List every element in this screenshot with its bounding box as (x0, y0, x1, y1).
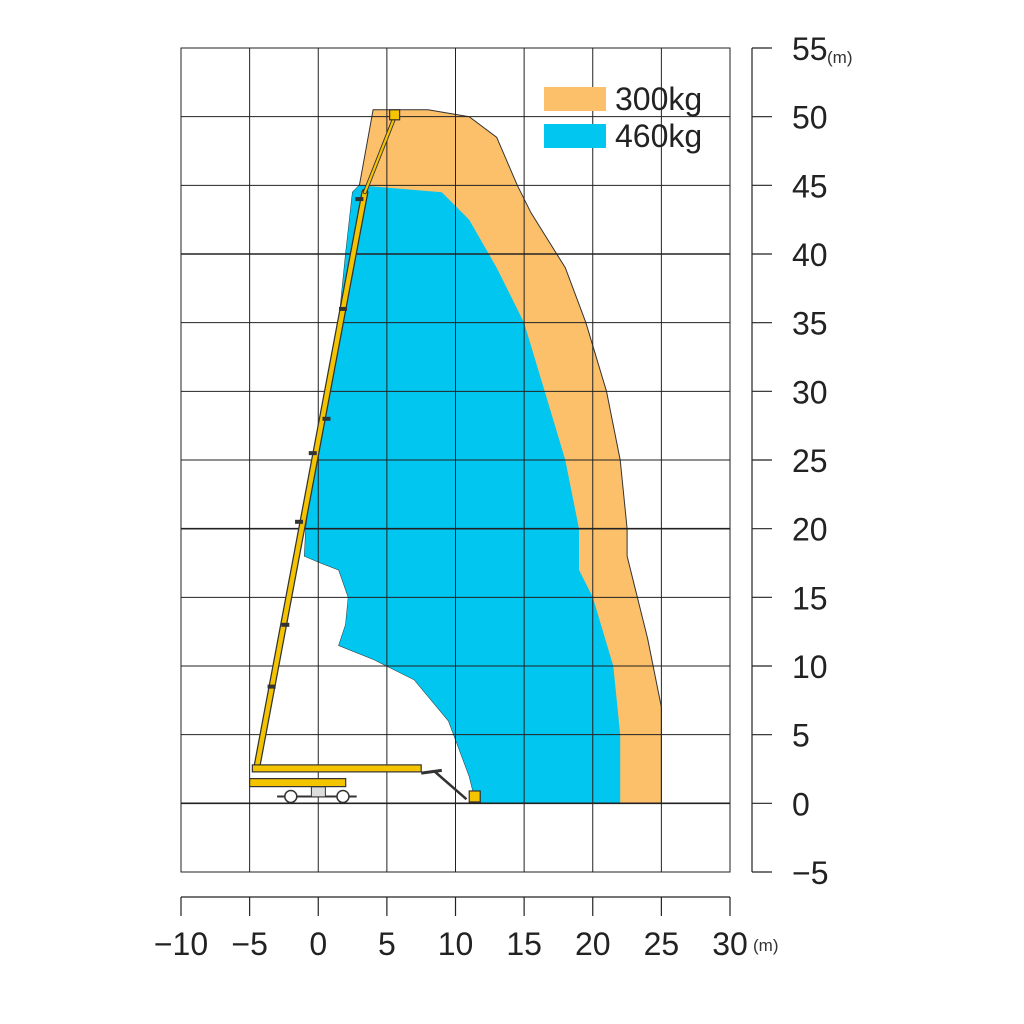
y-tick-label: 0 (792, 786, 810, 822)
y-tick-label: 15 (792, 580, 828, 616)
legend-label: 460kg (615, 118, 702, 154)
grid (180, 47, 731, 873)
y-tick-label: 30 (792, 374, 828, 410)
series-area-460kg (304, 185, 621, 804)
machine-illustration (249, 109, 481, 804)
y-tick-label: 25 (792, 443, 828, 479)
turret (310, 786, 326, 798)
y-tick-label: 5 (792, 718, 810, 754)
boom-joint (281, 622, 290, 627)
x-tick-label: 25 (644, 926, 680, 962)
y-tick-label: 20 (792, 512, 828, 548)
y-tick-label: 55 (792, 31, 828, 67)
wheel-front (336, 789, 350, 804)
x-tick-label: 5 (378, 926, 396, 962)
y-tick-label: −5 (792, 855, 828, 891)
x-tick-label: −10 (154, 926, 208, 962)
y-tick-label: 10 (792, 649, 828, 685)
boom-joint (338, 306, 347, 311)
stowed-jib (420, 768, 442, 775)
jib (363, 118, 395, 194)
boom-joint (295, 519, 304, 524)
legend-label: 300kg (615, 81, 702, 117)
load-areas (303, 109, 662, 804)
platform-top (389, 109, 401, 121)
x-tick-label: 0 (309, 926, 327, 962)
stowed-boom (251, 764, 422, 773)
boom-joint (355, 197, 364, 202)
x-tick-label: 10 (438, 926, 474, 962)
platform-stowed (468, 790, 481, 803)
y-tick-label: 50 (792, 100, 828, 136)
legend-swatch-300kg (544, 87, 606, 111)
y-tick-label: 40 (792, 237, 828, 273)
x-tick-label: 20 (575, 926, 611, 962)
x-tick-label: 15 (506, 926, 542, 962)
x-tick-label: 30 (712, 926, 748, 962)
plot-frame (180, 47, 731, 873)
y-tick-label: 35 (792, 306, 828, 342)
x-axis-unit: (m) (753, 936, 778, 955)
legend-swatch-460kg (544, 124, 606, 148)
boom (254, 189, 368, 772)
stowed-jib-arm (434, 770, 468, 801)
chassis (249, 778, 347, 788)
y-tick-label: 45 (792, 168, 828, 204)
y-axis-unit: (m) (827, 48, 852, 67)
boom-joint (308, 451, 317, 456)
boom-joint (322, 416, 331, 421)
wheel-rear (284, 789, 298, 804)
boom-joint (267, 684, 276, 689)
y-axis: −5 0 5 10 15 20 25 30 35 40 45 50 55 (m) (751, 31, 852, 891)
x-axis: −10 −5 0 5 10 15 20 25 30 (m) (154, 896, 778, 962)
x-tick-label: −5 (231, 926, 267, 962)
